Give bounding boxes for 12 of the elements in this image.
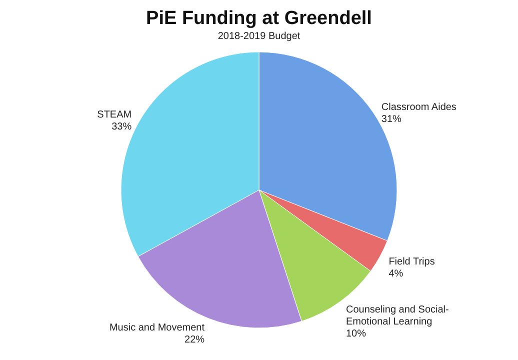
data-label: 22% [184, 334, 205, 346]
data-label: 33% [112, 122, 132, 133]
data-label: 31% [381, 114, 402, 125]
chart-subtitle: 2018-2019 Budget [218, 31, 300, 42]
data-label: 4% [388, 268, 404, 280]
slice-label: Music and Movement [109, 322, 205, 334]
slice-label: Classroom Aides [381, 102, 456, 113]
data-label: 10% [346, 328, 366, 340]
slice-label: Counseling and Social-Emotional Learning [346, 304, 449, 328]
slice-label: STEAM [97, 110, 132, 121]
slice-label: Field Trips [388, 256, 435, 268]
chart-title: PiE Funding at Greendell [146, 8, 372, 29]
